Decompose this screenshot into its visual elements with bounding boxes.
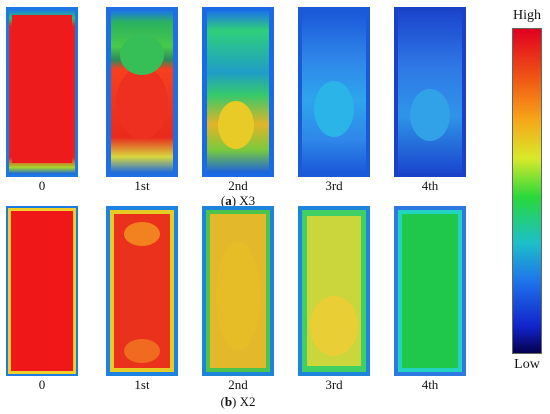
heatmap-panel-a-1st xyxy=(106,7,178,177)
heatmap-image-a-2nd xyxy=(202,7,274,177)
sample-label-a-4th: 4th xyxy=(421,178,439,193)
colorbar-low-label: Low xyxy=(514,357,540,372)
caption-a-letter: a xyxy=(225,193,232,208)
heatmap-panel-b-3rd xyxy=(298,206,370,376)
heatmap-panel-b-1st xyxy=(106,206,178,376)
sample-label-a-3rd: 3rd xyxy=(325,178,343,193)
heatmap-image-b-3rd xyxy=(298,206,370,376)
caption-b-letter: b xyxy=(224,394,233,409)
sample-label-a-0: 0 xyxy=(38,178,46,193)
sample-label-b-1st: 1st xyxy=(134,377,150,392)
heatmap-image-a-0 xyxy=(6,7,78,177)
heatmap-panel-b-0 xyxy=(6,206,78,376)
colorbar-high-label: High xyxy=(513,8,541,23)
caption-b: (b) X2 xyxy=(178,395,298,409)
sample-label-b-2nd: 2nd xyxy=(228,377,248,392)
heatmap-panel-b-4th xyxy=(394,206,466,376)
sample-label-b-3rd: 3rd xyxy=(325,377,343,392)
sample-label-b-4th: 4th xyxy=(421,377,439,392)
heatmap-panel-a-3rd xyxy=(298,7,370,177)
caption-a: (a) X3 xyxy=(178,194,298,208)
caption-b-suffix: ) X2 xyxy=(232,394,256,409)
sample-label-b-0: 0 xyxy=(38,377,46,392)
heatmap-panel-a-0 xyxy=(6,7,78,177)
heatmap-panel-b-2nd xyxy=(202,206,274,376)
heatmap-image-a-3rd xyxy=(298,7,370,177)
heatmap-image-a-4th xyxy=(394,7,466,177)
caption-a-suffix: ) X3 xyxy=(231,193,256,208)
heatmap-panel-a-4th xyxy=(394,7,466,177)
heatmap-image-b-0 xyxy=(6,206,78,376)
heatmap-image-a-1st xyxy=(106,7,178,177)
heatmap-image-b-1st xyxy=(106,206,178,376)
heatmap-image-b-2nd xyxy=(202,206,274,376)
caption-a-prefix: ( xyxy=(220,193,226,208)
colorbar xyxy=(512,28,542,354)
sample-label-a-1st: 1st xyxy=(134,178,150,193)
heatmap-image-b-4th xyxy=(394,206,466,376)
sample-label-a-2nd: 2nd xyxy=(228,178,248,193)
heatmap-panel-a-2nd xyxy=(202,7,274,177)
caption-b-prefix: ( xyxy=(220,394,225,409)
colorbar-gradient xyxy=(513,29,541,353)
